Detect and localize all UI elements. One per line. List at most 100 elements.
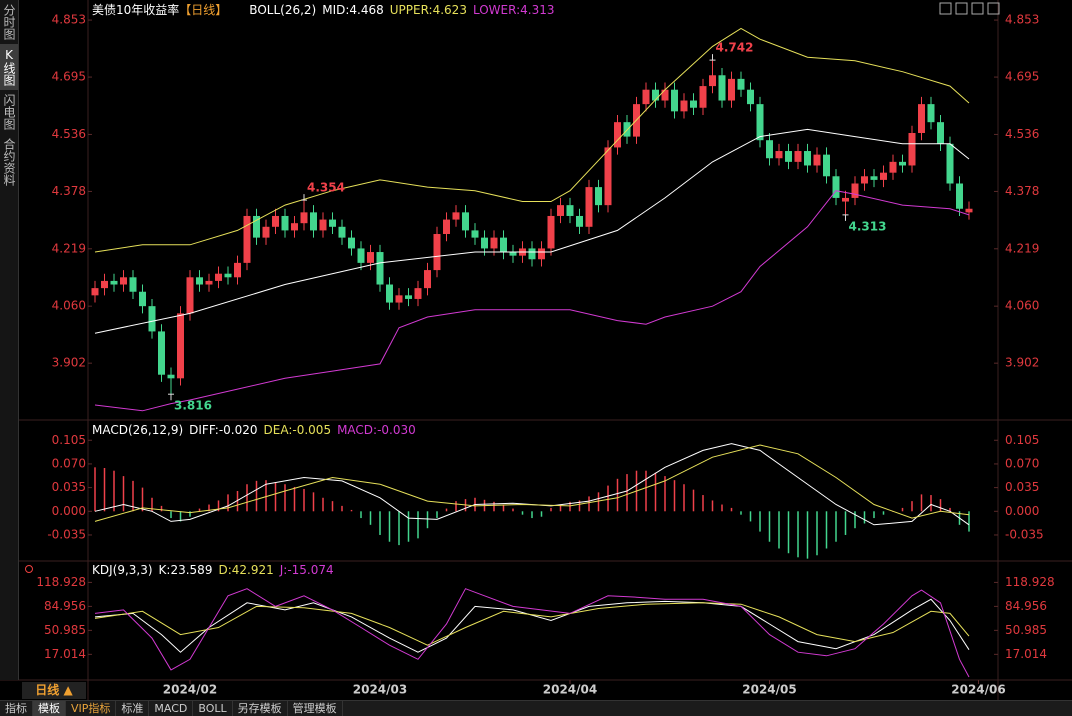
macd-bar: [949, 507, 951, 512]
indicator-line: [94, 588, 970, 678]
candle-body: [927, 104, 935, 123]
bottom-tab[interactable]: MACD: [149, 701, 194, 716]
macd-bar: [322, 497, 324, 512]
macd-bar: [179, 511, 182, 522]
candle-body: [452, 212, 460, 220]
macd-bar: [265, 480, 267, 512]
macd-bar: [512, 508, 514, 512]
macd-bar: [968, 511, 970, 532]
candle-body: [946, 143, 954, 184]
candle-body: [462, 212, 469, 231]
indicator-header: 美债10年收益率【日线】 BOLL(26,2) MID:4.468 UPPER:4.6…: [92, 2, 554, 17]
icon[interactable]: [971, 2, 984, 15]
bottom-tab[interactable]: 另存模板: [233, 701, 288, 716]
y-tick-label: 0.000: [52, 504, 86, 518]
macd-bar: [607, 485, 609, 512]
side-tab[interactable]: 分时图: [2, 4, 16, 40]
indicator-line: [94, 598, 970, 653]
candle-body: [500, 237, 507, 253]
candle-body: [965, 208, 973, 213]
macd-bar: [360, 511, 362, 519]
macd-bar: [103, 468, 106, 512]
bottom-tab[interactable]: 指标: [0, 701, 33, 716]
macd-bar: [844, 511, 847, 535]
macd-bar: [198, 508, 201, 512]
macd-bar: [882, 511, 885, 515]
candle-body: [253, 215, 260, 238]
macd-bar: [426, 511, 429, 529]
side-tab[interactable]: 合约资料: [2, 138, 16, 186]
candle-body: [690, 100, 697, 108]
indicator-line: [94, 602, 970, 646]
macd-bar: [939, 499, 942, 512]
candle-body: [110, 280, 118, 285]
candle-body: [281, 215, 289, 231]
period-button[interactable]: 日线 ▲: [22, 682, 86, 699]
candle-body: [652, 89, 659, 101]
macd-bar: [493, 501, 495, 512]
annotation-label: 4.742: [716, 41, 754, 55]
y-tick-label: 4.853: [52, 13, 86, 27]
candle-body: [376, 252, 384, 285]
icon[interactable]: [987, 2, 1000, 15]
bottom-tab[interactable]: BOLL: [193, 701, 233, 716]
macd-bar: [835, 511, 837, 542]
macd-bar: [806, 511, 809, 559]
macd-bar: [702, 495, 704, 512]
y-tick-label: 50.985: [44, 623, 86, 637]
candle-body: [471, 230, 479, 238]
icon[interactable]: [939, 2, 952, 15]
bottom-tab[interactable]: 管理模板: [288, 701, 343, 716]
window-icons[interactable]: [939, 2, 1000, 15]
annotation-label: 3.816: [174, 399, 212, 413]
candle-body: [547, 215, 555, 249]
macd-bar: [692, 489, 695, 512]
y-tick-label: 4.378: [1005, 184, 1039, 198]
bottom-tab[interactable]: VIP指标: [66, 701, 117, 716]
macd-bar: [920, 494, 923, 512]
candle-body: [614, 122, 621, 148]
side-tab[interactable]: 闪电图: [2, 94, 16, 130]
macd-bar: [227, 494, 229, 512]
candle-body: [604, 147, 612, 206]
candle-body: [433, 234, 441, 271]
candle-body: [224, 273, 232, 278]
x-tick-label: 2024/02: [163, 683, 217, 697]
kdj-icon[interactable]: [25, 565, 33, 573]
icon[interactable]: [955, 2, 968, 15]
candle-body: [832, 176, 840, 198]
side-tab[interactable]: K线图: [0, 44, 18, 90]
bottom-tab[interactable]: 模板: [33, 701, 66, 716]
macd-bar: [274, 482, 277, 512]
y-tick-label: 118.928: [36, 575, 86, 589]
candle-body: [680, 100, 688, 112]
macd-bar: [550, 507, 552, 512]
macd-bar: [616, 478, 619, 512]
candle-body: [699, 86, 707, 108]
candle-body: [262, 226, 270, 238]
y-tick-label: 4.853: [1005, 13, 1039, 27]
candle-body: [129, 277, 137, 292]
candle-body: [167, 374, 175, 379]
macd-bar: [863, 511, 866, 524]
macd-bar: [901, 507, 904, 512]
macd-bar: [94, 467, 96, 512]
header-text: 【日线】: [179, 3, 227, 17]
macd-bar: [398, 511, 400, 546]
macd-bar: [388, 511, 391, 542]
candle-body: [756, 104, 764, 141]
candle-body: [196, 277, 203, 285]
bottom-tab[interactable]: 标准: [116, 701, 150, 716]
macd-bar: [569, 501, 571, 512]
candle-body: [709, 75, 716, 87]
macd-bar: [113, 470, 115, 512]
y-tick-label: 4.219: [1005, 241, 1039, 255]
macd-bar: [721, 504, 723, 512]
y-tick-label: 3.902: [52, 356, 86, 370]
candle-body: [823, 154, 830, 177]
header-text: BOLL(26,2): [249, 3, 316, 17]
candle-body: [367, 252, 374, 263]
header-text: D:42.921: [218, 563, 273, 577]
candle-body: [338, 226, 346, 238]
